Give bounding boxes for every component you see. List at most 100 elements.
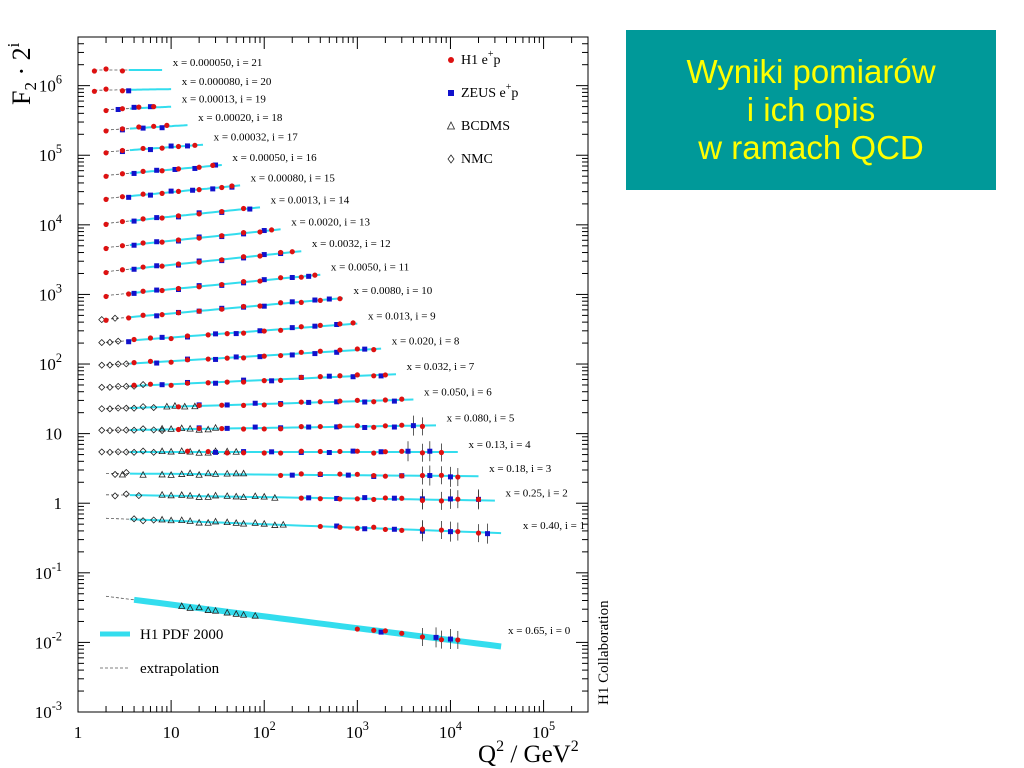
h1-point <box>455 528 461 535</box>
h1-point <box>419 497 426 504</box>
nmc-point <box>139 447 147 455</box>
h1-point <box>257 229 263 235</box>
h1-point <box>140 264 146 270</box>
h1-point <box>151 104 157 110</box>
zeus-point <box>269 378 275 384</box>
h1-point <box>240 330 247 336</box>
nmc-point <box>98 361 106 369</box>
h1-point <box>103 317 109 323</box>
h1-point <box>298 324 304 330</box>
legend-nmc-marker <box>447 154 455 164</box>
h1-point <box>371 373 377 379</box>
h1-point <box>354 372 360 378</box>
extrapolation-line <box>94 89 129 91</box>
h1-point <box>151 123 157 129</box>
nmc-point <box>106 361 114 369</box>
zeus-point <box>447 636 453 642</box>
h1-point <box>419 526 426 532</box>
y-tick-label: 102 <box>39 351 62 374</box>
nmc-point <box>98 316 106 324</box>
h1-point <box>219 257 225 263</box>
h1-point <box>317 399 323 405</box>
h1-point <box>168 382 174 388</box>
h1-point <box>298 274 304 280</box>
h1-point <box>371 496 377 503</box>
h1-point <box>205 380 211 386</box>
zeus-point <box>433 634 439 640</box>
bcdms-point <box>239 519 248 527</box>
h1-point <box>337 398 343 404</box>
h1-point <box>219 425 225 432</box>
h1-point <box>337 471 343 477</box>
h1-point <box>382 423 388 429</box>
nmc-point <box>114 448 122 456</box>
h1-point <box>371 450 377 456</box>
nmc-point <box>114 382 122 390</box>
h1-point <box>337 373 343 379</box>
bcdms-point <box>158 447 166 455</box>
zeus-point <box>154 263 160 269</box>
bcdms-point <box>204 518 212 526</box>
fit-curve <box>129 206 261 222</box>
h1-point <box>298 374 304 380</box>
h1-point <box>140 240 146 246</box>
h1-point <box>131 382 137 388</box>
h1-point <box>119 88 126 94</box>
h1-point <box>103 269 109 276</box>
slide-title-line-3: w ramach QCD <box>698 129 924 166</box>
fit-curve <box>128 88 172 91</box>
legend-label: ZEUS e+p <box>461 82 518 101</box>
h1-point <box>240 355 247 361</box>
h1-point <box>159 145 165 151</box>
h1-point <box>175 310 182 316</box>
h1-point <box>261 426 267 432</box>
nmc-point <box>139 403 147 411</box>
h1-point <box>354 397 360 403</box>
zeus-point <box>190 187 196 193</box>
nmc-point <box>130 515 138 523</box>
y-tick-label: 1 <box>54 494 63 513</box>
legend-h1-marker <box>448 57 454 63</box>
h1-point <box>317 471 323 477</box>
bcdms-point <box>181 402 189 410</box>
zeus-point <box>326 373 332 379</box>
bcdms-point <box>271 493 279 501</box>
bin-label: x = 0.000050, i = 21 <box>173 57 263 69</box>
legend-zeus-marker <box>448 90 454 96</box>
nmc-point <box>122 468 130 477</box>
h1-point <box>354 346 360 352</box>
extrapolation-line <box>106 268 130 272</box>
zeus-point <box>213 331 219 337</box>
bcdms-point <box>260 519 268 527</box>
zeus-point <box>391 424 397 430</box>
zeus-point <box>312 297 318 303</box>
zeus-point <box>391 398 397 404</box>
h1-point <box>196 187 202 193</box>
bin-label: x = 0.13, i = 4 <box>468 439 531 451</box>
h1-point <box>224 450 230 456</box>
zeus-point <box>362 399 368 405</box>
h1-point <box>354 626 360 632</box>
extrapolation-line <box>106 363 130 366</box>
h1-point <box>298 448 304 454</box>
h1-point <box>140 191 146 197</box>
chart-legend: H1 e+p ZEUS e+p BCDMS NMC H1 PDF 2000 extrapo… <box>100 49 518 677</box>
h1-point <box>219 209 225 215</box>
zeus-point <box>140 125 146 131</box>
h1-point <box>164 122 170 128</box>
x-label-sup2: 2 <box>571 738 579 755</box>
nmc-point <box>122 490 130 498</box>
h1-point <box>354 448 360 454</box>
nmc-point <box>98 448 106 456</box>
x-tick-label: 103 <box>346 719 369 742</box>
bcdms-point <box>178 470 186 477</box>
y-tick-label: 10-1 <box>35 560 62 583</box>
chart-axes: 1 10 102 103 104 105 10-3 10-2 10-1 1 10 102 103 104 1… <box>35 36 589 742</box>
zeus-point <box>159 382 165 388</box>
h1-point <box>298 495 304 501</box>
fit-curve <box>129 398 414 409</box>
h1-point <box>91 68 97 74</box>
h1-point <box>175 213 182 219</box>
bin-label: x = 0.00050, i = 16 <box>232 152 317 164</box>
zeus-point <box>312 351 318 357</box>
